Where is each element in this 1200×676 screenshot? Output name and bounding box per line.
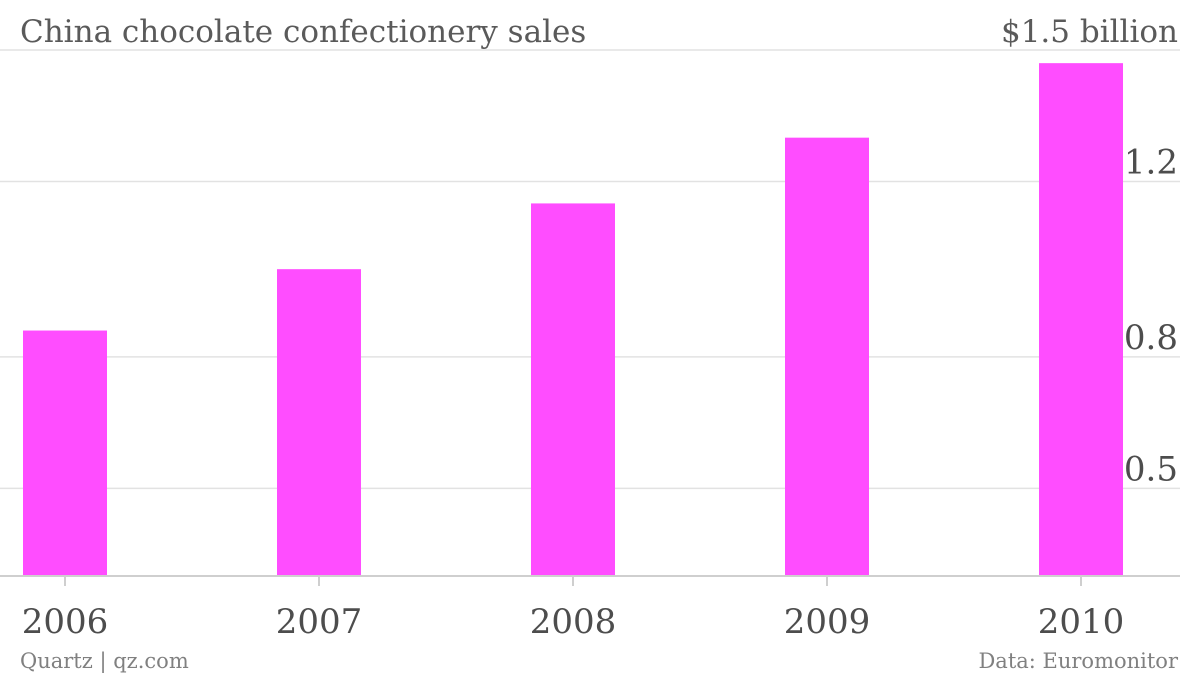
- credit-label: Quartz | qz.com: [20, 649, 189, 674]
- y-axis-ticks: 0.5 0.8 1.2: [1124, 143, 1178, 490]
- y-tick-label: 0.8: [1124, 318, 1178, 358]
- source-label: Data: Euromonitor: [978, 649, 1178, 673]
- x-tick-label: 2006: [22, 602, 109, 642]
- bar-2010: [1039, 63, 1123, 576]
- x-axis-ticks: 2006 2007 2008 2009 2010: [22, 576, 1125, 642]
- y-tick-label: 0.5: [1124, 449, 1178, 489]
- x-tick-label: 2009: [784, 602, 871, 642]
- bar-2006: [23, 330, 107, 576]
- bars: [23, 63, 1123, 576]
- bar-2008: [531, 203, 615, 576]
- x-tick-label: 2008: [530, 602, 617, 642]
- max-value-label: $1.5 billion: [1001, 14, 1178, 50]
- bar-2007: [277, 269, 361, 576]
- chart-title: China chocolate confectionery sales: [20, 14, 586, 50]
- x-tick-label: 2010: [1038, 602, 1125, 642]
- bar-2009: [785, 137, 869, 576]
- x-tick-label: 2007: [276, 602, 363, 642]
- y-tick-label: 1.2: [1124, 143, 1178, 183]
